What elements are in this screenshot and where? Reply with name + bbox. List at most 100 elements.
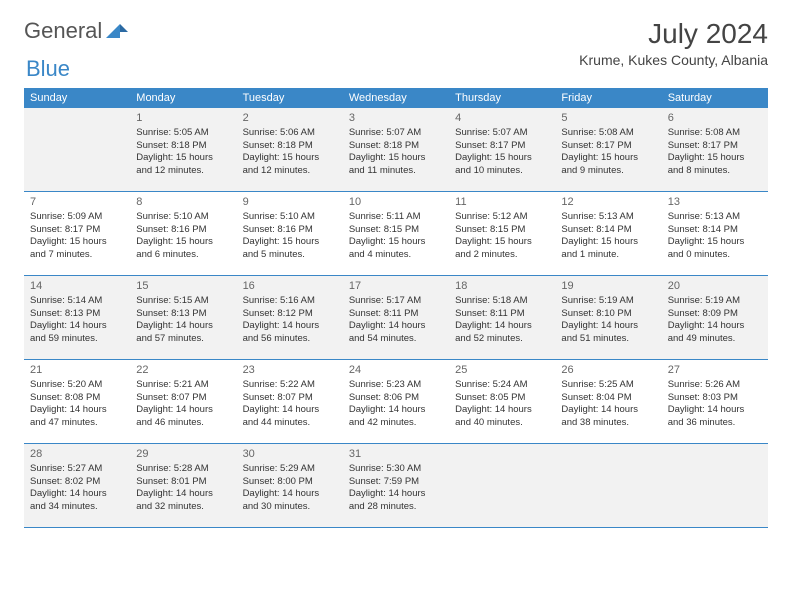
weekday-row: SundayMondayTuesdayWednesdayThursdayFrid…	[24, 88, 768, 108]
title-block: July 2024 Krume, Kukes County, Albania	[579, 18, 768, 68]
sunset-text: Sunset: 8:15 PM	[455, 224, 549, 237]
sunrise-text: Sunrise: 5:25 AM	[561, 379, 655, 392]
sunrise-text: Sunrise: 5:17 AM	[349, 295, 443, 308]
day-number: 23	[243, 363, 337, 378]
sunset-text: Sunset: 8:17 PM	[455, 140, 549, 153]
weekday-header: Saturday	[662, 88, 768, 108]
week-row: 14Sunrise: 5:14 AMSunset: 8:13 PMDayligh…	[24, 276, 768, 360]
day-cell: 23Sunrise: 5:22 AMSunset: 8:07 PMDayligh…	[237, 360, 343, 443]
daylight-text: Daylight: 14 hours and 28 minutes.	[349, 488, 443, 514]
sunrise-text: Sunrise: 5:08 AM	[668, 127, 762, 140]
day-number: 19	[561, 279, 655, 294]
daylight-text: Daylight: 15 hours and 0 minutes.	[668, 236, 762, 262]
daylight-text: Daylight: 14 hours and 40 minutes.	[455, 404, 549, 430]
sunset-text: Sunset: 8:17 PM	[30, 224, 124, 237]
weekday-header: Thursday	[449, 88, 555, 108]
sunset-text: Sunset: 8:02 PM	[30, 476, 124, 489]
daylight-text: Daylight: 14 hours and 38 minutes.	[561, 404, 655, 430]
sunrise-text: Sunrise: 5:13 AM	[668, 211, 762, 224]
day-cell: 3Sunrise: 5:07 AMSunset: 8:18 PMDaylight…	[343, 108, 449, 191]
day-cell: 21Sunrise: 5:20 AMSunset: 8:08 PMDayligh…	[24, 360, 130, 443]
day-number: 15	[136, 279, 230, 294]
empty-cell	[24, 108, 130, 191]
weekday-header: Monday	[130, 88, 236, 108]
logo-mark-icon	[106, 18, 128, 44]
week-row: 28Sunrise: 5:27 AMSunset: 8:02 PMDayligh…	[24, 444, 768, 528]
day-number: 16	[243, 279, 337, 294]
day-cell: 31Sunrise: 5:30 AMSunset: 7:59 PMDayligh…	[343, 444, 449, 527]
daylight-text: Daylight: 14 hours and 59 minutes.	[30, 320, 124, 346]
weekday-header: Sunday	[24, 88, 130, 108]
weekday-header: Wednesday	[343, 88, 449, 108]
daylight-text: Daylight: 14 hours and 36 minutes.	[668, 404, 762, 430]
day-number: 18	[455, 279, 549, 294]
day-cell: 26Sunrise: 5:25 AMSunset: 8:04 PMDayligh…	[555, 360, 661, 443]
day-cell: 18Sunrise: 5:18 AMSunset: 8:11 PMDayligh…	[449, 276, 555, 359]
day-cell: 22Sunrise: 5:21 AMSunset: 8:07 PMDayligh…	[130, 360, 236, 443]
day-cell: 16Sunrise: 5:16 AMSunset: 8:12 PMDayligh…	[237, 276, 343, 359]
day-cell: 11Sunrise: 5:12 AMSunset: 8:15 PMDayligh…	[449, 192, 555, 275]
day-number: 10	[349, 195, 443, 210]
daylight-text: Daylight: 15 hours and 10 minutes.	[455, 152, 549, 178]
sunset-text: Sunset: 8:18 PM	[136, 140, 230, 153]
sunset-text: Sunset: 8:13 PM	[136, 308, 230, 321]
day-number: 4	[455, 111, 549, 126]
daylight-text: Daylight: 15 hours and 11 minutes.	[349, 152, 443, 178]
sunset-text: Sunset: 8:14 PM	[561, 224, 655, 237]
daylight-text: Daylight: 14 hours and 56 minutes.	[243, 320, 337, 346]
daylight-text: Daylight: 15 hours and 5 minutes.	[243, 236, 337, 262]
week-row: 7Sunrise: 5:09 AMSunset: 8:17 PMDaylight…	[24, 192, 768, 276]
day-number: 11	[455, 195, 549, 210]
sunset-text: Sunset: 8:10 PM	[561, 308, 655, 321]
day-cell: 29Sunrise: 5:28 AMSunset: 8:01 PMDayligh…	[130, 444, 236, 527]
sunrise-text: Sunrise: 5:30 AM	[349, 463, 443, 476]
day-cell: 28Sunrise: 5:27 AMSunset: 8:02 PMDayligh…	[24, 444, 130, 527]
daylight-text: Daylight: 15 hours and 8 minutes.	[668, 152, 762, 178]
sunrise-text: Sunrise: 5:21 AM	[136, 379, 230, 392]
sunrise-text: Sunrise: 5:16 AM	[243, 295, 337, 308]
day-number: 21	[30, 363, 124, 378]
daylight-text: Daylight: 14 hours and 52 minutes.	[455, 320, 549, 346]
day-number: 17	[349, 279, 443, 294]
day-number: 2	[243, 111, 337, 126]
day-number: 22	[136, 363, 230, 378]
day-number: 27	[668, 363, 762, 378]
day-cell: 27Sunrise: 5:26 AMSunset: 8:03 PMDayligh…	[662, 360, 768, 443]
daylight-text: Daylight: 14 hours and 30 minutes.	[243, 488, 337, 514]
page: General July 2024 Krume, Kukes County, A…	[0, 0, 792, 546]
sunset-text: Sunset: 8:17 PM	[561, 140, 655, 153]
logo: General	[24, 18, 128, 44]
sunset-text: Sunset: 8:06 PM	[349, 392, 443, 405]
daylight-text: Daylight: 15 hours and 9 minutes.	[561, 152, 655, 178]
day-cell: 5Sunrise: 5:08 AMSunset: 8:17 PMDaylight…	[555, 108, 661, 191]
sunrise-text: Sunrise: 5:28 AM	[136, 463, 230, 476]
day-number: 28	[30, 447, 124, 462]
day-number: 9	[243, 195, 337, 210]
sunrise-text: Sunrise: 5:19 AM	[668, 295, 762, 308]
sunrise-text: Sunrise: 5:24 AM	[455, 379, 549, 392]
day-number: 6	[668, 111, 762, 126]
sunrise-text: Sunrise: 5:19 AM	[561, 295, 655, 308]
daylight-text: Daylight: 14 hours and 51 minutes.	[561, 320, 655, 346]
sunrise-text: Sunrise: 5:06 AM	[243, 127, 337, 140]
day-cell: 9Sunrise: 5:10 AMSunset: 8:16 PMDaylight…	[237, 192, 343, 275]
sunrise-text: Sunrise: 5:05 AM	[136, 127, 230, 140]
daylight-text: Daylight: 15 hours and 6 minutes.	[136, 236, 230, 262]
day-cell: 10Sunrise: 5:11 AMSunset: 8:15 PMDayligh…	[343, 192, 449, 275]
sunset-text: Sunset: 8:14 PM	[668, 224, 762, 237]
sunrise-text: Sunrise: 5:14 AM	[30, 295, 124, 308]
sunrise-text: Sunrise: 5:20 AM	[30, 379, 124, 392]
sunrise-text: Sunrise: 5:10 AM	[243, 211, 337, 224]
week-row: 1Sunrise: 5:05 AMSunset: 8:18 PMDaylight…	[24, 108, 768, 192]
daylight-text: Daylight: 15 hours and 2 minutes.	[455, 236, 549, 262]
day-cell: 1Sunrise: 5:05 AMSunset: 8:18 PMDaylight…	[130, 108, 236, 191]
day-number: 25	[455, 363, 549, 378]
day-number: 30	[243, 447, 337, 462]
day-cell: 13Sunrise: 5:13 AMSunset: 8:14 PMDayligh…	[662, 192, 768, 275]
sunrise-text: Sunrise: 5:10 AM	[136, 211, 230, 224]
sunset-text: Sunset: 8:03 PM	[668, 392, 762, 405]
daylight-text: Daylight: 14 hours and 32 minutes.	[136, 488, 230, 514]
sunset-text: Sunset: 8:01 PM	[136, 476, 230, 489]
sunset-text: Sunset: 7:59 PM	[349, 476, 443, 489]
day-cell: 17Sunrise: 5:17 AMSunset: 8:11 PMDayligh…	[343, 276, 449, 359]
